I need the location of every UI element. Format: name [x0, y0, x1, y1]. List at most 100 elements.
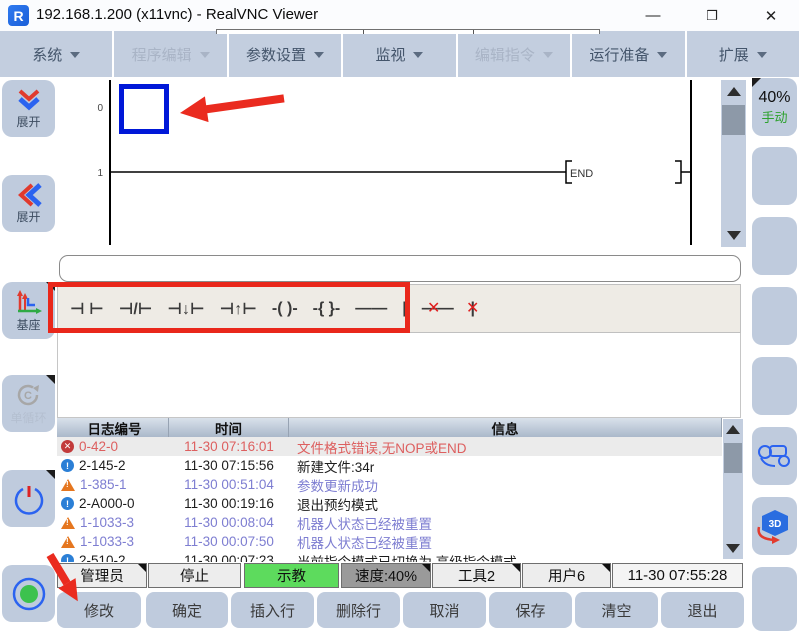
status-user-level[interactable]: 管理员 — [57, 563, 147, 588]
annotation-highlight-rectangle — [48, 282, 410, 333]
confirm-button[interactable]: 确定 — [146, 592, 228, 628]
view-3d-button[interactable]: 3D — [752, 497, 797, 555]
ladder-scrollbar[interactable] — [721, 80, 746, 247]
status-run-state[interactable]: 停止 — [148, 563, 241, 588]
close-button[interactable]: ✕ — [764, 7, 778, 25]
menu-parameter-settings[interactable]: 参数设置 — [226, 31, 341, 77]
chevron-down-icon — [756, 52, 767, 58]
single-cycle-icon: C — [17, 384, 39, 405]
right-panel-button-5[interactable] — [752, 357, 797, 415]
menu-edit-instruction: 编辑指令 — [455, 31, 570, 77]
log-message: 新建文件:34r — [297, 459, 375, 475]
log-row[interactable]: ! 2-A000-0 11-30 00:19:16 退出预约模式 — [57, 494, 722, 513]
log-id: 2-510-2 — [79, 553, 126, 562]
log-id: 2-A000-0 — [79, 496, 135, 511]
log-table[interactable]: 日志编号 时间 信息 ✕ 0-42-0 11-30 07:16:01 文件格式错误… — [57, 418, 722, 562]
scroll-up-icon[interactable] — [726, 87, 741, 96]
log-time: 11-30 00:19:16 — [184, 496, 274, 511]
horizontal-line-icon[interactable]: —— — [355, 299, 388, 317]
right-panel-button-2[interactable] — [752, 147, 797, 205]
right-panel-button-4[interactable] — [752, 287, 797, 345]
base-frame-button[interactable]: 基座 — [2, 282, 55, 339]
coordinate-axes-icon — [16, 289, 42, 314]
minimize-button[interactable]: — — [645, 7, 661, 24]
log-row[interactable]: ! 2-510-2 11-30 00:07:23 当前指令模式已切换为,高级指令模… — [57, 551, 722, 562]
modify-button[interactable]: 修改 — [57, 592, 141, 628]
selected-cell-cursor[interactable] — [119, 84, 169, 134]
delete-row-button[interactable]: 删除行 — [317, 592, 400, 628]
speed-mode-button[interactable]: 40% 手动 — [752, 78, 797, 136]
log-message: 当前指令模式已切换为,高级指令模式 — [297, 554, 517, 563]
teach-pendant-button[interactable] — [752, 427, 797, 485]
title-bar: R 192.168.1.200 (x11vnc) - RealVNC Viewe… — [0, 0, 799, 31]
menu-label: 运行准备 — [589, 46, 650, 64]
clear-button[interactable]: 清空 — [575, 592, 658, 628]
log-scrollbar[interactable] — [723, 419, 743, 559]
scroll-down-icon[interactable] — [726, 544, 740, 553]
start-icon — [12, 577, 45, 610]
log-row[interactable]: 1-385-1 11-30 00:51:04 参数更新成功 — [57, 475, 722, 494]
menu-system[interactable]: 系统 — [0, 31, 112, 77]
power-icon — [14, 485, 43, 515]
log-row[interactable]: ! 2-145-2 11-30 07:15:56 新建文件:34r — [57, 456, 722, 475]
instruction-input[interactable] — [59, 255, 741, 282]
scroll-up-icon[interactable] — [726, 425, 740, 434]
log-row[interactable]: ✕ 0-42-0 11-30 07:16:01 文件格式错误,无NOP或END — [57, 437, 722, 456]
power-button[interactable] — [2, 470, 55, 527]
coil-icon[interactable]: -( )- — [271, 299, 298, 317]
right-panel-button-3[interactable] — [752, 217, 797, 275]
expand-down-button[interactable]: 展开 — [2, 80, 55, 137]
menu-program-edit: 程序编辑 — [112, 31, 226, 77]
closed-contact-icon[interactable]: ⊣/⊢ — [118, 300, 153, 318]
save-button[interactable]: 保存 — [489, 592, 572, 628]
chevrons-left-icon — [17, 182, 42, 207]
start-button[interactable] — [2, 565, 55, 622]
menu-run-prepare[interactable]: 运行准备 — [570, 31, 684, 77]
insert-row-button[interactable]: 插入行 — [231, 592, 314, 628]
block-icon[interactable]: -{ }- — [312, 299, 341, 317]
log-table-header: 日志编号 时间 信息 — [57, 418, 722, 437]
expand-left-button[interactable]: 展开 — [2, 175, 55, 232]
menu-label: 程序编辑 — [131, 46, 192, 64]
status-speed[interactable]: 速度:40% — [341, 563, 431, 588]
status-user-frame[interactable]: 用户6 — [522, 563, 611, 588]
delete-vertical-line-icon[interactable]: | ✕ — [461, 300, 485, 318]
rising-edge-contact-icon[interactable]: ⊣↑⊢ — [219, 300, 257, 318]
scroll-down-icon[interactable] — [726, 231, 741, 240]
log-row[interactable]: 1-1033-3 11-30 00:07:50 机器人状态已经被重置 — [57, 532, 722, 551]
line-glyph: | — [470, 299, 475, 317]
exit-button[interactable]: 退出 — [661, 592, 744, 628]
log-message: 退出预约模式 — [297, 497, 378, 513]
end-instruction: END — [570, 168, 593, 180]
menu-extend[interactable]: 扩展 — [684, 31, 799, 77]
chevron-down-icon — [70, 52, 81, 58]
status-teach-mode[interactable]: 示教 — [244, 563, 339, 588]
log-id: 2-145-2 — [79, 458, 126, 473]
chevron-down-icon — [199, 52, 210, 58]
log-message: 机器人状态已经被重置 — [297, 516, 432, 532]
chevron-down-icon — [657, 52, 668, 58]
speed-value: 40% — [758, 88, 791, 106]
remote-screen-edge — [216, 29, 600, 34]
open-contact-icon[interactable]: ⊣ ⊢ — [70, 300, 104, 318]
menu-bar: 系统 程序编辑 参数设置 监视 编辑指令 运行准备 扩展 — [0, 31, 799, 77]
scrollbar-thumb[interactable] — [724, 443, 742, 473]
warning-icon — [61, 516, 75, 529]
falling-edge-contact-icon[interactable]: ⊣↓⊢ — [167, 300, 205, 318]
log-time: 11-30 00:07:50 — [184, 534, 274, 549]
maximize-button[interactable]: ❒ — [706, 7, 718, 23]
svg-text:3D: 3D — [768, 519, 781, 530]
menu-monitor[interactable]: 监视 — [341, 31, 455, 77]
scrollbar-thumb[interactable] — [722, 105, 745, 135]
status-tool[interactable]: 工具2 — [432, 563, 521, 588]
delete-horizontal-line-icon[interactable]: —— ✕ — [422, 300, 454, 318]
log-time: 11-30 00:08:04 — [184, 515, 274, 530]
cancel-button[interactable]: 取消 — [403, 592, 486, 628]
log-row[interactable]: 1-1033-3 11-30 00:08:04 机器人状态已经被重置 — [57, 513, 722, 532]
vertical-line-icon[interactable]: | — [402, 299, 407, 317]
right-panel-button-8[interactable] — [752, 567, 797, 631]
expand-down-label: 展开 — [16, 114, 41, 129]
warning-icon — [61, 478, 75, 491]
log-id: 1-1033-3 — [80, 534, 135, 549]
